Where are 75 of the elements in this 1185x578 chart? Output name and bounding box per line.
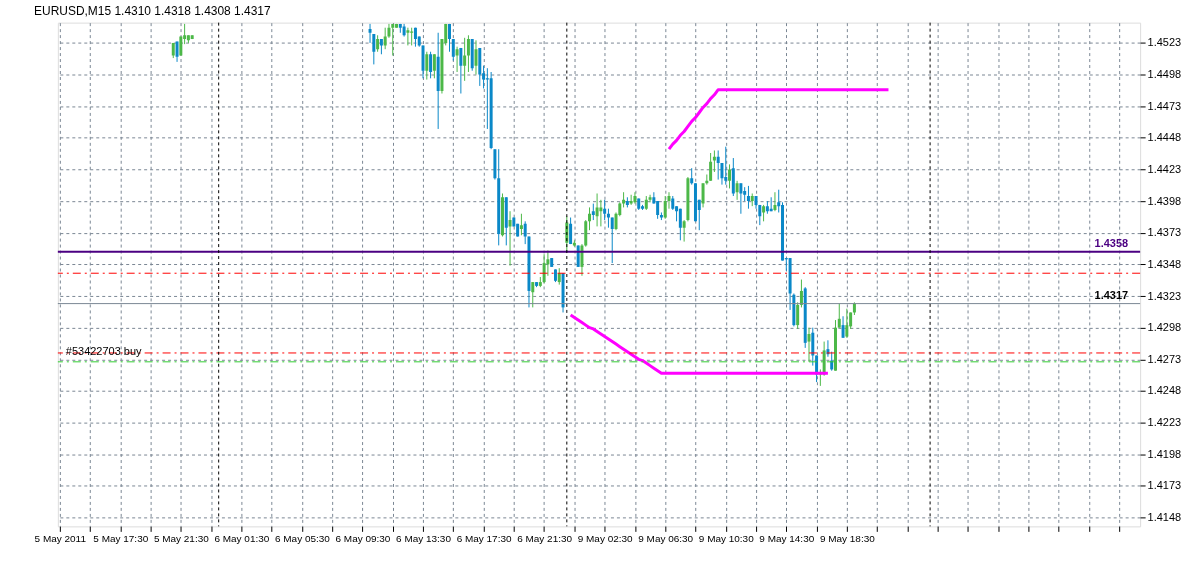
candlestick [606, 208, 610, 229]
candlestick [629, 194, 633, 206]
line-series [667, 88, 890, 151]
candlestick [841, 315, 845, 339]
candlestick [455, 46, 459, 73]
y-tick-label: 1.4223 [1147, 416, 1182, 429]
y-tick-label: 1.4398 [1147, 194, 1182, 207]
candlestick [663, 195, 667, 220]
candlestick [588, 206, 592, 231]
candlestick [576, 244, 580, 268]
y-tick-label: 1.4298 [1147, 321, 1182, 334]
x-tick-label: 6 May 09:30 [335, 532, 391, 544]
candlestick [716, 149, 720, 181]
x-tick-label: 5 May 2011 [34, 532, 87, 544]
candlestick [796, 301, 800, 330]
candlestick [595, 193, 599, 227]
y-tick-label: 1.4273 [1147, 352, 1182, 365]
candlestick [682, 219, 686, 243]
candlestick [429, 51, 433, 79]
y-tick-label: 1.4473 [1147, 99, 1182, 112]
y-tick-label: 1.4148 [1147, 510, 1182, 523]
candlestick [425, 51, 429, 81]
ref-line-label: 1.4358 [1094, 236, 1129, 249]
x-tick-label: 5 May 21:30 [153, 532, 210, 544]
x-tick-label: 9 May 18:30 [819, 532, 876, 544]
candlestick [542, 253, 546, 284]
x-tick-label: 5 May 17:30 [93, 532, 149, 544]
x-tick-label: 6 May 17:30 [456, 532, 512, 544]
candlestick [466, 34, 470, 73]
y-tick-label: 1.4448 [1147, 131, 1182, 144]
candlestick [739, 182, 743, 215]
candlestick [599, 199, 603, 227]
candlestick [678, 208, 682, 241]
annotation: #53422703 buy [65, 344, 142, 357]
candlestick [603, 199, 607, 221]
y-tick-label: 1.4423 [1147, 162, 1182, 175]
candlestick [845, 308, 849, 339]
y-tick-label: 1.4248 [1147, 384, 1182, 397]
candlestick [406, 27, 410, 46]
candlestick [633, 191, 637, 205]
candlestick [724, 146, 728, 186]
y-tick-label: 1.4348 [1147, 257, 1182, 270]
candlestick [773, 191, 777, 212]
candlestick [463, 37, 467, 82]
x-tick-label: 6 May 01:30 [214, 532, 270, 544]
ref-line-label: 1.4317 [1094, 288, 1129, 301]
candlestick [728, 163, 732, 189]
candlestick [712, 149, 716, 173]
chart-title: EURUSD,M15 1.4310 1.4318 1.4308 1.4317 [34, 4, 271, 19]
candlestick [459, 47, 463, 95]
y-tick-label: 1.4198 [1147, 447, 1182, 460]
y-tick-label: 1.4173 [1147, 479, 1182, 492]
y-tick-label: 1.4523 [1147, 36, 1182, 49]
x-tick-label: 9 May 10:30 [698, 532, 755, 544]
x-tick-label: 6 May 21:30 [517, 532, 573, 544]
candlestick [735, 180, 739, 201]
y-tick-label: 1.4498 [1147, 68, 1182, 81]
y-tick-label: 1.4373 [1147, 226, 1182, 239]
candlestick [709, 152, 713, 182]
line-series [569, 313, 830, 375]
x-tick-label: 6 May 05:30 [274, 532, 331, 544]
candlestick [448, 23, 452, 53]
x-tick-label: 9 May 14:30 [759, 532, 815, 544]
candlestick [391, 23, 395, 57]
x-tick-label: 9 May 06:30 [638, 532, 694, 544]
candlestick [531, 281, 535, 308]
candlestick [569, 217, 573, 245]
candlestick [508, 210, 512, 267]
x-tick-label: 9 May 02:30 [577, 532, 634, 544]
candlestick [799, 279, 803, 308]
y-tick-label: 1.4323 [1147, 289, 1182, 302]
x-tick-label: 6 May 13:30 [396, 532, 452, 544]
candlestick [837, 303, 841, 329]
candlestick [610, 217, 614, 264]
candlestick [451, 38, 455, 62]
